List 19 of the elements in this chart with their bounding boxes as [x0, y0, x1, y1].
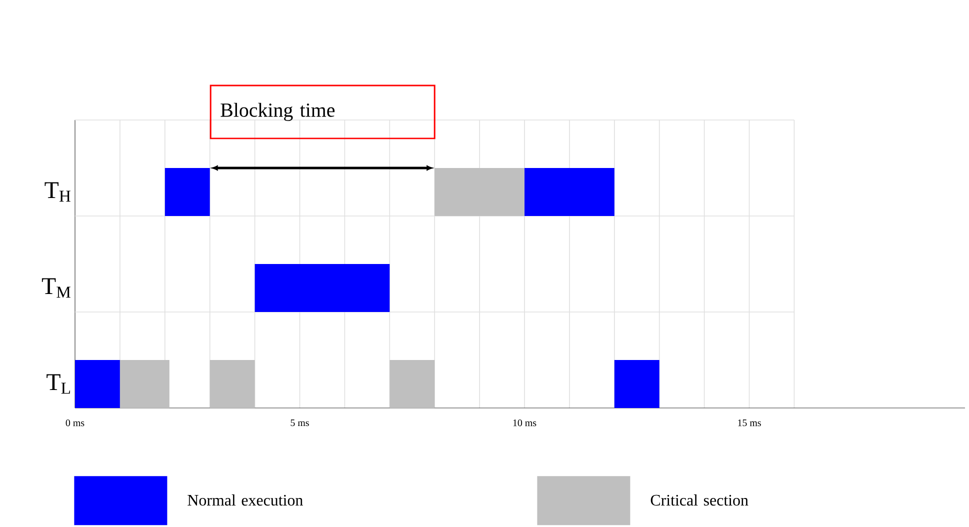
text: Critical section: [650, 494, 748, 506]
bar: [120, 360, 170, 408]
bar: [254, 264, 390, 312]
bar: [210, 360, 255, 408]
x-tick-label: 0 ms: [66, 420, 84, 426]
bar: [434, 168, 525, 216]
annotation: Blocking time: [220, 102, 335, 121]
y-tick-label: T$_{M}$: [42, 278, 70, 298]
text: Normal execution: [188, 494, 303, 506]
bar: [75, 360, 120, 408]
bar: [614, 360, 660, 408]
bar: [524, 168, 614, 216]
x-tick-label: 5 ms: [290, 419, 309, 426]
bar: [390, 360, 435, 408]
y-tick-label: T$_{L}$: [46, 374, 70, 394]
y-tick-label: T$_{H}$: [44, 182, 70, 202]
x-tick-label: 15 ms: [738, 420, 761, 426]
x-tick-label: 10 ms: [513, 420, 536, 426]
bar: [164, 168, 210, 216]
